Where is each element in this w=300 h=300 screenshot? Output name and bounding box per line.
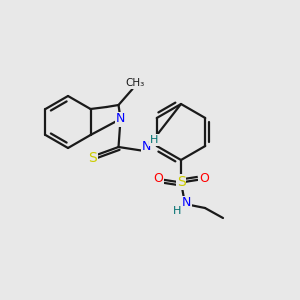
Text: S: S xyxy=(88,151,97,165)
Text: N: N xyxy=(142,140,151,154)
Text: O: O xyxy=(199,172,209,185)
Text: O: O xyxy=(153,172,163,185)
Text: S: S xyxy=(177,175,185,189)
Text: H: H xyxy=(150,135,159,145)
Text: N: N xyxy=(116,112,125,125)
Text: CH₃: CH₃ xyxy=(125,78,144,88)
Text: N: N xyxy=(181,196,191,209)
Text: H: H xyxy=(173,206,181,216)
